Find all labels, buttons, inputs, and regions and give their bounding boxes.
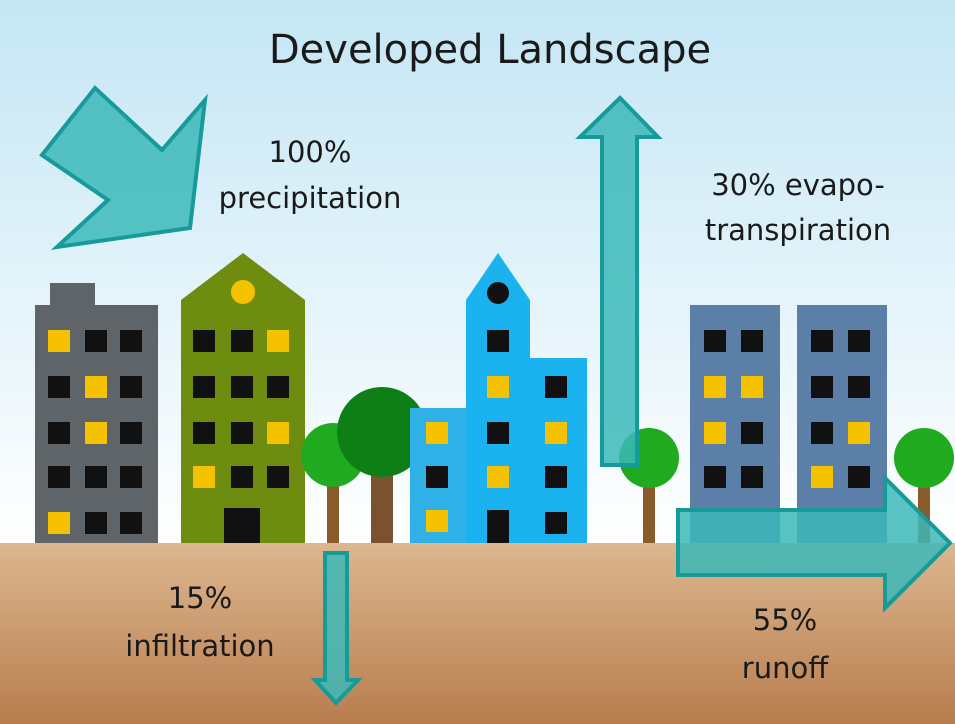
building (35, 283, 158, 543)
label: 30% evapo- (711, 168, 885, 202)
label: precipitation (219, 181, 402, 215)
percent: 100% (269, 135, 352, 169)
title: Developed Landscape (269, 27, 711, 73)
label: evapo- (785, 168, 885, 202)
label: transpiration (705, 213, 891, 247)
label: runoff (742, 651, 829, 685)
diagram: Developed Landscape 100% precipitation 3… (0, 0, 955, 724)
label: infiltration (125, 629, 274, 663)
percent: 15% (168, 581, 232, 615)
percent: 55% (753, 603, 817, 637)
percent: 30% (711, 168, 775, 202)
building (181, 253, 305, 543)
